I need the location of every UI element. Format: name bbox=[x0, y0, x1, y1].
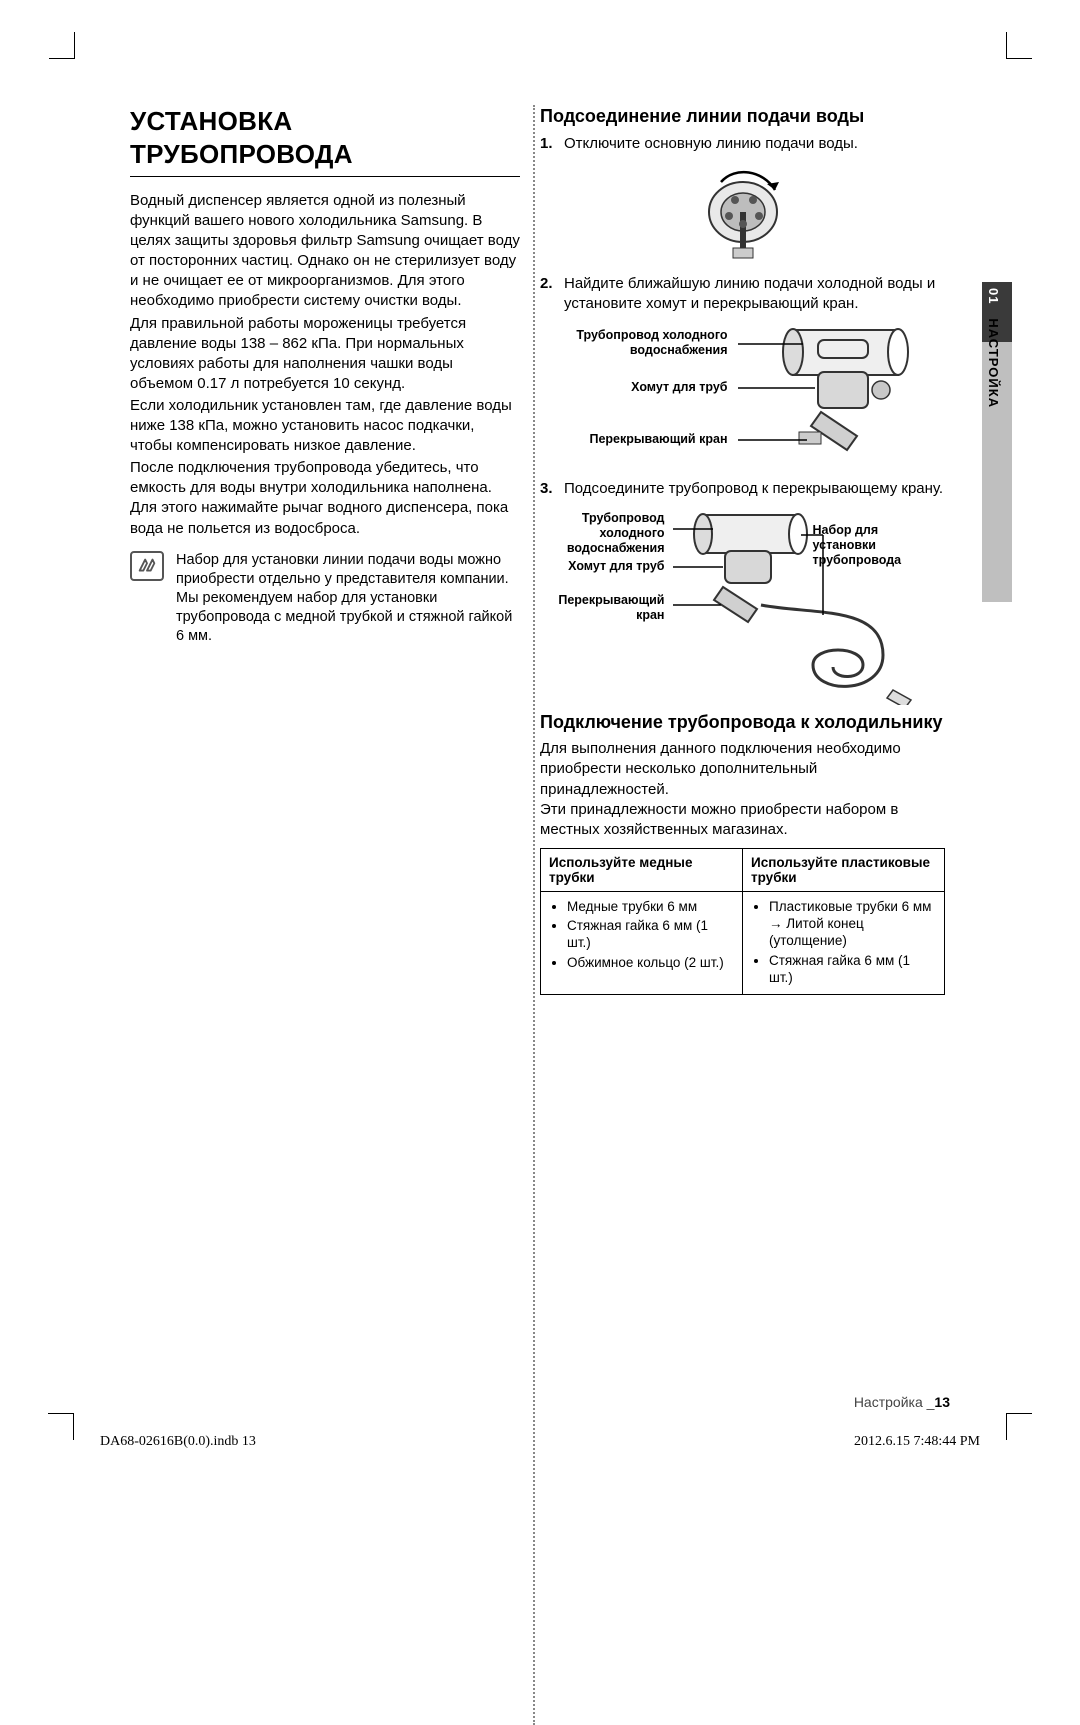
intro-para-2: Для правильной работы мороженицы требует… bbox=[130, 314, 520, 394]
figure-shutoff bbox=[540, 160, 945, 260]
note-text: Набор для установки линии подачи воды мо… bbox=[176, 551, 520, 647]
label-clamp-2: Хомут для труб bbox=[555, 559, 665, 574]
label-clamp: Хомут для труб bbox=[558, 380, 728, 395]
label-pipe-2: Трубопровод холодного водоснабжения bbox=[555, 511, 665, 556]
step-1: 1. Отключите основную линию подачи воды. bbox=[540, 134, 945, 154]
section-title: УСТАНОВКА ТРУБОПРОВОДА bbox=[130, 105, 520, 170]
section-tab: 01 НАСТРОЙКА bbox=[982, 282, 1012, 602]
label-pipe: Трубопровод холодного водоснабжения bbox=[558, 328, 728, 358]
list-item: Стяжная гайка 6 мм (1 шт.) bbox=[567, 917, 734, 952]
intro-para-3: Если холодильник установлен там, где дав… bbox=[130, 396, 520, 456]
column-divider bbox=[533, 105, 535, 1725]
step-2: 2. Найдите ближайшую линию подачи холодн… bbox=[540, 274, 945, 314]
figure-clamp: Трубопровод холодного водоснабжения Хому… bbox=[563, 320, 923, 475]
label-valve-2: Перекрывающий кран bbox=[555, 593, 665, 623]
note-block: Набор для установки линии подачи воды мо… bbox=[130, 551, 520, 647]
subheading-connect-fridge: Подключение трубопровода к холодильнику bbox=[540, 711, 945, 734]
step-3: 3. Подсоедините трубопровод к перекрываю… bbox=[540, 479, 945, 499]
tab-label: НАСТРОЙКА bbox=[986, 318, 1001, 408]
table-header-plastic: Используйте пластиковые трубки bbox=[743, 848, 945, 891]
tubes-table: Используйте медные трубки Используйте пл… bbox=[540, 848, 945, 995]
subheading-connect-line: Подсоединение линии подачи воды bbox=[540, 105, 945, 128]
figure-connect-valve: Трубопровод холодного водоснабжения Хому… bbox=[563, 505, 923, 705]
list-item: Медные трубки 6 мм bbox=[567, 898, 734, 915]
intro-para-1: Водный диспенсер является одной из полез… bbox=[130, 191, 520, 312]
connect-fridge-text: Для выполнения данного подключения необх… bbox=[540, 739, 945, 839]
label-valve: Перекрывающий кран bbox=[558, 432, 728, 447]
print-meta-timestamp: 2012.6.15 7:48:44 PM bbox=[854, 1434, 980, 1450]
tab-number: 01 bbox=[986, 288, 1001, 304]
page-footer: Настройка _13 bbox=[854, 1394, 950, 1410]
note-icon bbox=[130, 551, 164, 581]
table-cell-plastic: Пластиковые трубки 6 мм → Литой конец (у… bbox=[743, 891, 945, 994]
list-item: Стяжная гайка 6 мм (1 шт.) bbox=[769, 952, 936, 987]
list-item: Пластиковые трубки 6 мм → Литой конец (у… bbox=[769, 898, 936, 950]
print-meta-filename: DA68-02616B(0.0).indb 13 bbox=[100, 1434, 256, 1450]
list-item: Обжимное кольцо (2 шт.) bbox=[567, 954, 734, 971]
intro-para-4: После подключения трубопровода убедитесь… bbox=[130, 458, 520, 538]
label-kit: Набор для установки трубопровода bbox=[813, 523, 933, 568]
table-cell-copper: Медные трубки 6 мм Стяжная гайка 6 мм (1 … bbox=[541, 891, 743, 994]
title-rule bbox=[130, 176, 520, 177]
table-header-copper: Используйте медные трубки bbox=[541, 848, 743, 891]
